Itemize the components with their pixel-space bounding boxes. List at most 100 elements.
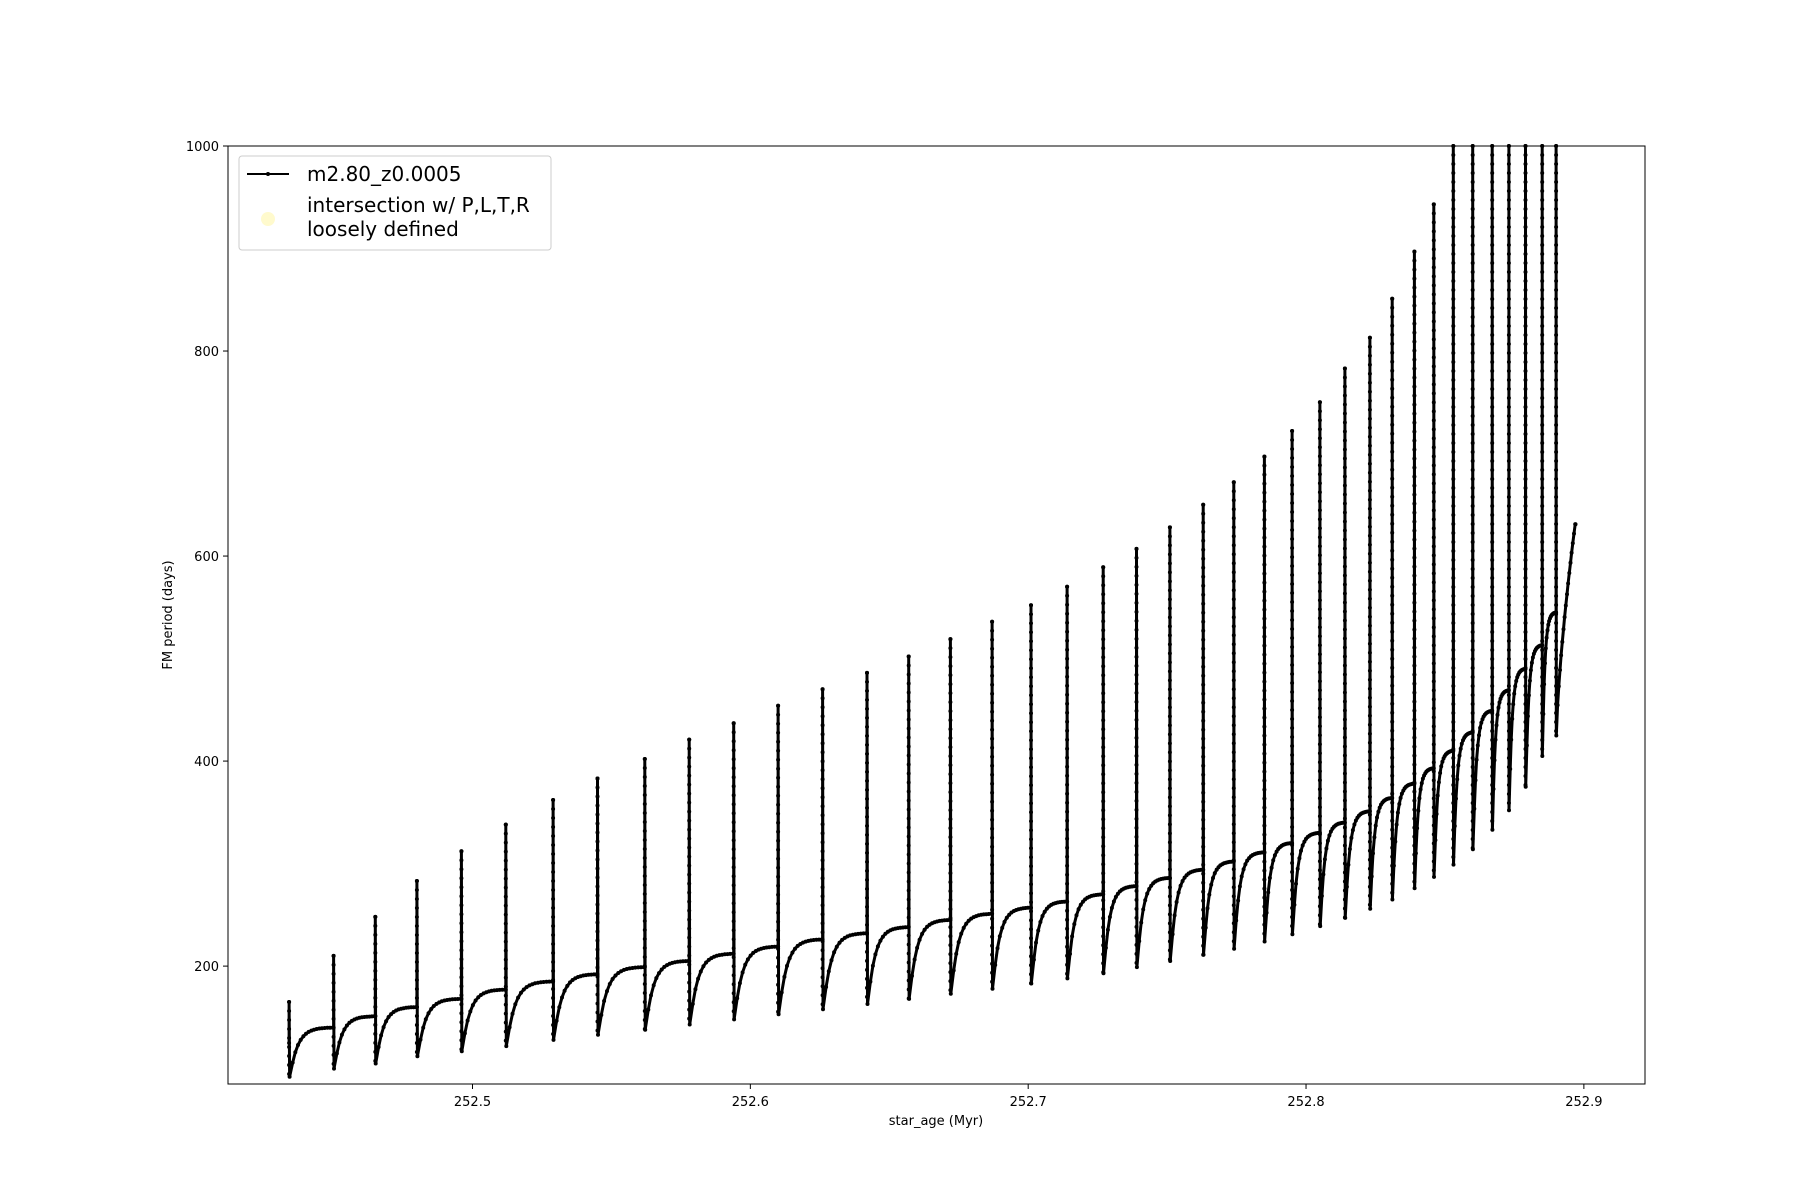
series-point bbox=[1554, 477, 1559, 481]
series-point bbox=[687, 800, 692, 805]
series-point bbox=[551, 1014, 556, 1018]
series-point bbox=[1431, 418, 1436, 423]
series-point bbox=[1065, 854, 1070, 859]
series-point bbox=[1390, 575, 1395, 580]
series-point bbox=[1317, 787, 1322, 792]
series-point bbox=[1167, 723, 1172, 728]
series-point bbox=[1290, 852, 1295, 856]
series-point bbox=[1317, 472, 1322, 477]
series-point bbox=[1554, 162, 1559, 166]
series-point bbox=[1523, 558, 1528, 562]
series-point bbox=[1201, 745, 1206, 750]
series-point bbox=[1390, 683, 1395, 688]
series-point bbox=[870, 963, 875, 968]
series-point bbox=[1317, 830, 1322, 835]
series-point bbox=[1470, 180, 1475, 184]
series-point bbox=[373, 923, 378, 928]
series-point bbox=[1506, 756, 1511, 760]
series-point bbox=[1134, 672, 1139, 677]
series-point bbox=[878, 938, 883, 943]
series-point bbox=[1451, 630, 1456, 634]
series-point bbox=[1451, 621, 1456, 625]
series-point bbox=[1490, 738, 1495, 742]
series-point bbox=[1070, 934, 1075, 939]
series-point bbox=[1134, 884, 1139, 889]
series-point bbox=[1506, 486, 1511, 490]
series-point bbox=[642, 757, 647, 761]
series-point bbox=[1470, 315, 1475, 319]
series-point bbox=[948, 844, 953, 849]
series-point bbox=[595, 839, 600, 844]
series-point bbox=[1262, 625, 1267, 630]
series-point bbox=[1290, 861, 1295, 865]
series-point bbox=[1451, 279, 1456, 283]
series-point bbox=[642, 793, 647, 797]
series-point bbox=[1262, 499, 1267, 504]
series-point bbox=[331, 1016, 336, 1021]
series-point bbox=[421, 1025, 426, 1030]
series-point bbox=[551, 942, 556, 946]
series-point bbox=[1390, 485, 1395, 490]
series-point bbox=[1167, 660, 1172, 665]
series-point bbox=[1367, 857, 1372, 862]
series-point bbox=[990, 970, 995, 975]
series-point bbox=[1451, 522, 1456, 526]
series-point bbox=[1415, 826, 1420, 831]
series-point bbox=[1431, 580, 1436, 585]
series-point bbox=[1540, 153, 1545, 157]
series-point bbox=[503, 966, 508, 971]
series-point bbox=[595, 785, 600, 790]
series-point bbox=[865, 940, 869, 945]
series-point bbox=[551, 798, 556, 802]
series-point bbox=[1029, 963, 1033, 968]
series-point bbox=[1101, 727, 1106, 732]
series-point bbox=[1451, 648, 1456, 652]
series-point bbox=[1451, 711, 1456, 715]
series-point bbox=[1390, 701, 1395, 706]
series-point bbox=[906, 933, 911, 938]
series-point bbox=[1029, 900, 1033, 905]
series-point bbox=[293, 1050, 298, 1055]
series-point bbox=[1290, 932, 1295, 937]
series-point bbox=[1523, 567, 1528, 571]
series-point bbox=[1262, 481, 1267, 486]
series-point bbox=[990, 898, 995, 903]
series-point bbox=[687, 998, 692, 1003]
series-point bbox=[657, 971, 661, 976]
series-point bbox=[1412, 582, 1417, 587]
series-point bbox=[1367, 533, 1372, 538]
series-point bbox=[1478, 725, 1483, 730]
series-point bbox=[1342, 852, 1347, 857]
series-point bbox=[562, 988, 567, 993]
series-point bbox=[1540, 754, 1545, 758]
series-point bbox=[414, 915, 419, 919]
series-point bbox=[1470, 522, 1475, 526]
series-point bbox=[1176, 890, 1181, 895]
series-point bbox=[414, 996, 419, 1000]
series-point bbox=[1554, 270, 1559, 274]
series-point bbox=[1540, 360, 1545, 364]
series-point bbox=[743, 962, 748, 967]
series-point bbox=[1451, 189, 1456, 193]
series-point bbox=[1342, 474, 1347, 479]
series-point bbox=[426, 1011, 431, 1016]
series-point bbox=[906, 987, 911, 992]
series-point bbox=[990, 979, 995, 984]
series-point bbox=[1554, 171, 1559, 175]
series-point bbox=[1317, 841, 1322, 846]
series-point bbox=[776, 1012, 781, 1017]
series-point bbox=[1470, 774, 1475, 778]
series-point bbox=[1412, 618, 1417, 623]
series-point bbox=[1431, 850, 1436, 855]
series-point bbox=[1367, 416, 1372, 421]
series-point bbox=[1317, 598, 1322, 603]
series-point bbox=[459, 1020, 464, 1025]
series-point bbox=[948, 772, 953, 777]
series-point bbox=[731, 901, 736, 906]
series-point bbox=[731, 874, 736, 879]
series-point bbox=[865, 841, 869, 846]
series-point bbox=[1451, 450, 1456, 454]
series-point bbox=[1506, 801, 1511, 805]
series-point bbox=[906, 744, 911, 749]
series-point bbox=[551, 888, 556, 892]
